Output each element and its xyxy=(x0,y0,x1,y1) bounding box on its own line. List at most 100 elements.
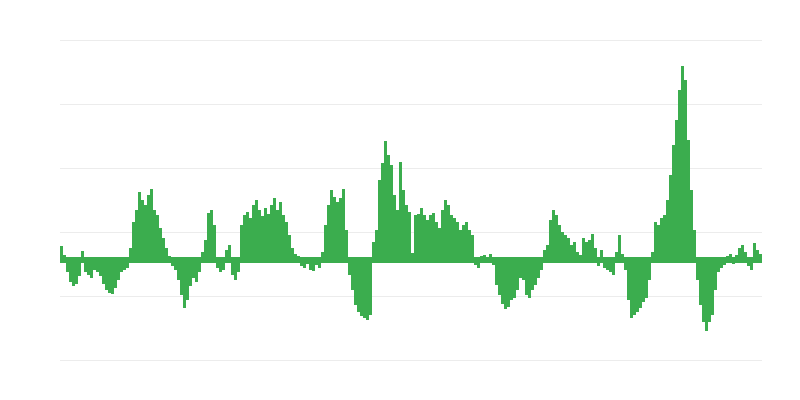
bar xyxy=(372,242,375,263)
bar xyxy=(504,257,507,309)
bar xyxy=(225,250,228,263)
bar xyxy=(678,90,681,263)
bar xyxy=(339,198,342,263)
bar xyxy=(498,257,501,295)
bar xyxy=(402,190,405,263)
bar xyxy=(543,250,546,263)
bar xyxy=(555,215,558,263)
bar xyxy=(270,205,273,263)
bar xyxy=(405,205,408,263)
bar xyxy=(327,205,330,263)
bar xyxy=(258,210,261,263)
bar xyxy=(576,252,579,263)
bar xyxy=(285,222,288,263)
bar xyxy=(417,214,420,263)
bar xyxy=(534,257,537,285)
bar xyxy=(390,165,393,263)
bar xyxy=(756,250,759,263)
bar xyxy=(558,225,561,263)
bar xyxy=(198,257,201,272)
gridline xyxy=(60,360,762,361)
bar xyxy=(399,162,402,263)
bar xyxy=(666,200,669,263)
bar xyxy=(96,257,99,272)
bar xyxy=(186,257,189,300)
bar xyxy=(738,248,741,263)
bar xyxy=(720,257,723,268)
bar xyxy=(141,200,144,263)
bar xyxy=(315,257,318,265)
bar xyxy=(474,257,477,265)
bar xyxy=(147,195,150,263)
bar xyxy=(231,257,234,275)
bar xyxy=(450,215,453,263)
bar xyxy=(156,215,159,263)
bar xyxy=(729,254,732,263)
bar xyxy=(360,257,363,316)
bar xyxy=(546,245,549,263)
bar xyxy=(630,257,633,318)
bar xyxy=(351,257,354,290)
bar xyxy=(714,257,717,290)
bar xyxy=(375,230,378,263)
bar xyxy=(222,257,225,270)
bar xyxy=(477,257,480,268)
bar xyxy=(759,254,762,263)
bar xyxy=(492,257,495,265)
bar xyxy=(246,212,249,263)
bar xyxy=(114,257,117,288)
bar xyxy=(606,257,609,270)
bar xyxy=(432,213,435,263)
bar xyxy=(159,228,162,263)
bar xyxy=(366,257,369,320)
bar xyxy=(138,192,141,263)
bar xyxy=(510,257,513,300)
bar xyxy=(618,235,621,263)
bar xyxy=(528,257,531,298)
bar xyxy=(63,255,66,263)
bar xyxy=(99,257,102,276)
bar xyxy=(537,257,540,278)
bar xyxy=(165,248,168,263)
bar xyxy=(501,257,504,304)
bar xyxy=(330,190,333,263)
bar xyxy=(540,257,543,270)
bar xyxy=(612,257,615,275)
bar xyxy=(261,216,264,263)
bar xyxy=(411,253,414,263)
bar xyxy=(438,228,441,263)
bar xyxy=(318,257,321,268)
bar xyxy=(468,230,471,263)
bar xyxy=(288,235,291,263)
bar xyxy=(459,230,462,263)
bar xyxy=(525,257,528,295)
bar xyxy=(444,200,447,263)
bar xyxy=(78,257,81,276)
bar xyxy=(195,257,198,282)
bar xyxy=(441,210,444,263)
bar xyxy=(144,205,147,263)
gridline xyxy=(60,296,762,297)
bar xyxy=(552,210,555,263)
bar xyxy=(126,257,129,268)
bar xyxy=(264,208,267,263)
bar xyxy=(123,257,126,270)
bar xyxy=(471,235,474,263)
bar xyxy=(393,195,396,263)
bar xyxy=(594,248,597,263)
bar xyxy=(228,245,231,263)
bar xyxy=(378,180,381,263)
bar xyxy=(531,257,534,290)
bar xyxy=(93,257,96,270)
bar xyxy=(465,222,468,263)
bar xyxy=(324,225,327,263)
bar xyxy=(297,256,300,263)
bar xyxy=(255,200,258,263)
bar xyxy=(387,155,390,263)
bar xyxy=(87,257,90,275)
bar xyxy=(513,257,516,298)
bar xyxy=(456,222,459,263)
bar xyxy=(426,220,429,263)
bar xyxy=(702,257,705,322)
